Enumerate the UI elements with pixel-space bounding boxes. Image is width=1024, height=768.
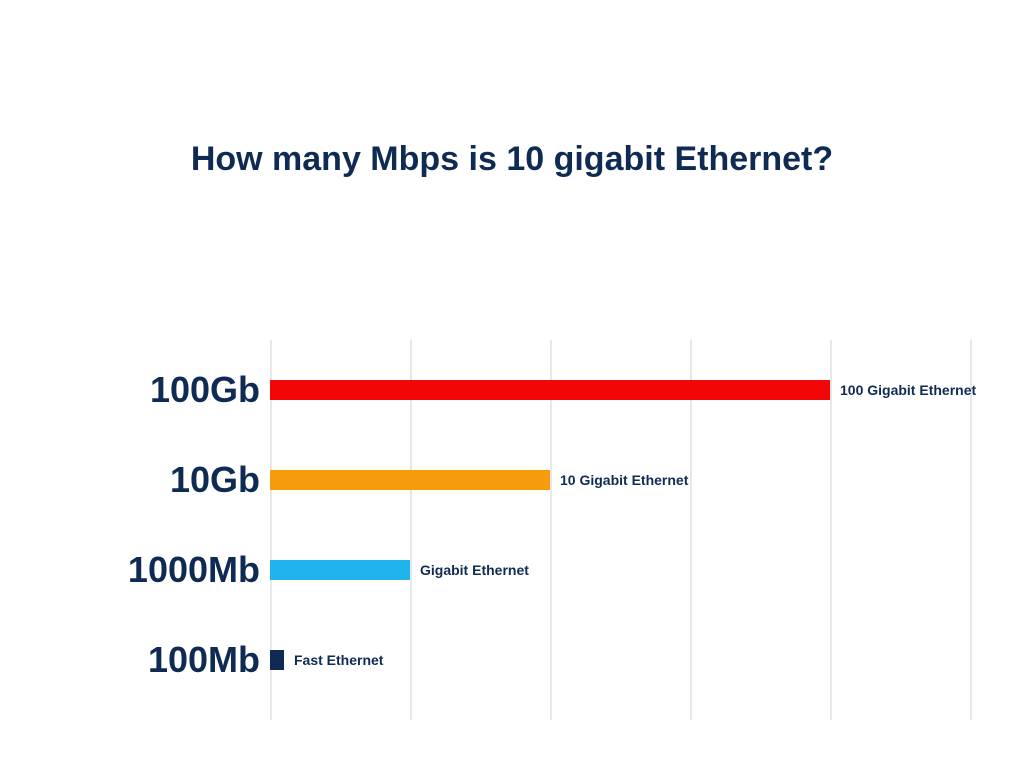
axis-label: 100Mb bbox=[90, 642, 260, 678]
bar-row: 1000MbGigabit Ethernet bbox=[100, 540, 980, 600]
bar-row: 100MbFast Ethernet bbox=[100, 630, 980, 690]
axis-label: 1000Mb bbox=[90, 552, 260, 588]
bar-label: 100 Gigabit Ethernet bbox=[840, 382, 976, 398]
bar bbox=[270, 560, 410, 580]
axis-label: 100Gb bbox=[90, 372, 260, 408]
bar-label: Gigabit Ethernet bbox=[420, 562, 529, 578]
chart-title: How many Mbps is 10 gigabit Ethernet? bbox=[0, 140, 1024, 179]
bar bbox=[270, 650, 284, 670]
chart-area: 100Gb100 Gigabit Ethernet 10Gb10 Gigabit … bbox=[100, 340, 980, 720]
chart-container: How many Mbps is 10 gigabit Ethernet? 10… bbox=[0, 0, 1024, 768]
bar-label: 10 Gigabit Ethernet bbox=[560, 472, 688, 488]
bar bbox=[270, 470, 550, 490]
bar-label: Fast Ethernet bbox=[294, 652, 383, 668]
bar bbox=[270, 380, 830, 400]
axis-label: 10Gb bbox=[90, 462, 260, 498]
bar-row: 100Gb100 Gigabit Ethernet bbox=[100, 360, 980, 420]
bar-row: 10Gb10 Gigabit Ethernet bbox=[100, 450, 980, 510]
